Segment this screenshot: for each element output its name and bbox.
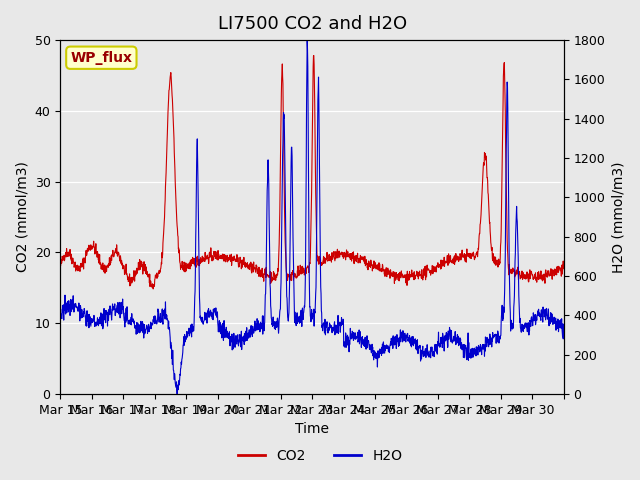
Y-axis label: H2O (mmol/m3): H2O (mmol/m3) bbox=[611, 161, 625, 273]
Text: WP_flux: WP_flux bbox=[70, 51, 132, 65]
Title: LI7500 CO2 and H2O: LI7500 CO2 and H2O bbox=[218, 15, 406, 33]
X-axis label: Time: Time bbox=[295, 422, 329, 436]
Y-axis label: CO2 (mmol/m3): CO2 (mmol/m3) bbox=[15, 162, 29, 273]
Legend: CO2, H2O: CO2, H2O bbox=[232, 443, 408, 468]
